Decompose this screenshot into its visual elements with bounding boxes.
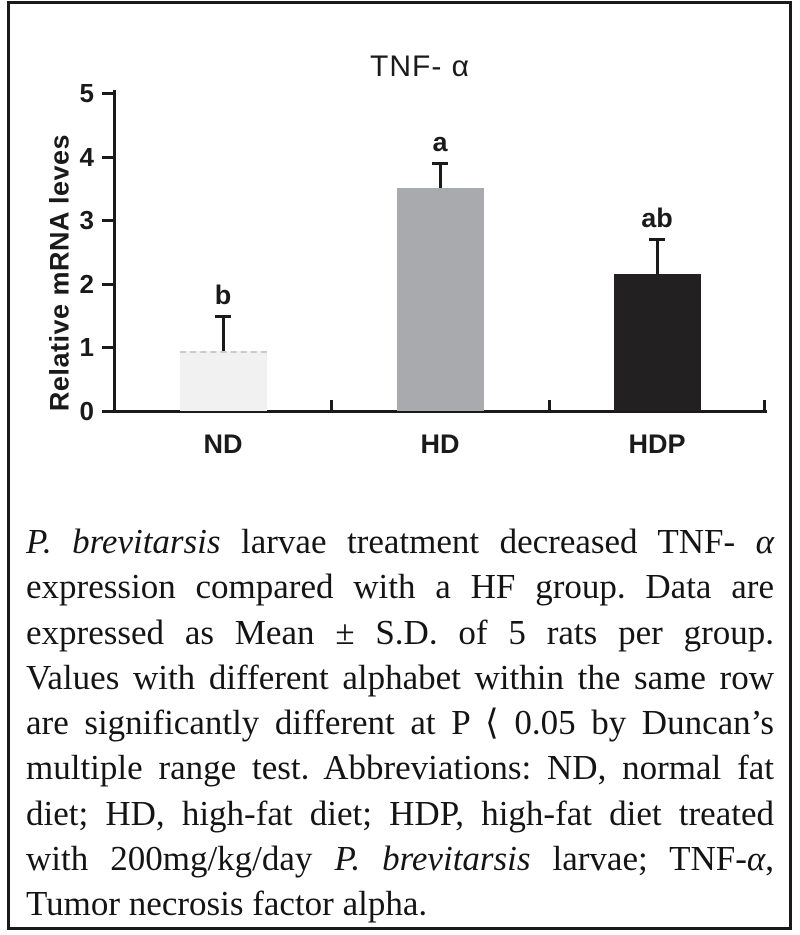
error-bar-cap <box>215 314 231 318</box>
x-category-label: HD <box>420 429 460 459</box>
bar-hd <box>396 188 484 411</box>
caption-line: expression compared with a HF group. Dat… <box>26 564 774 609</box>
caption-line: multiple range test. Abbreviations: ND, … <box>26 745 774 790</box>
y-tick <box>102 282 114 286</box>
error-bar-stem <box>655 239 659 275</box>
y-axis-line <box>113 90 116 413</box>
chart-title: TNF- α <box>370 50 470 83</box>
caption-italic-segment: P. brevitarsis <box>334 839 531 879</box>
error-bar-cap <box>649 238 665 242</box>
x-tick <box>329 400 333 411</box>
x-axis-line <box>113 410 767 413</box>
error-bar-stem <box>438 162 442 189</box>
y-tick-label: 4 <box>79 141 94 172</box>
caption-segment: Values with different alphabet within th… <box>26 657 774 697</box>
caption-line: P. brevitarsis larvae treatment decrease… <box>26 519 774 564</box>
error-bar-cap <box>432 161 448 165</box>
x-category-label: ND <box>203 429 243 459</box>
caption-italic-segment: P. brevitarsis <box>26 522 221 561</box>
caption-segment: larvae treatment decreased TNF- <box>220 522 756 561</box>
caption-segment: diet; HD, high-fat diet; HDP, high-fat d… <box>26 793 774 833</box>
error-bar-stem <box>221 315 225 351</box>
caption-line: Values with different alphabet within th… <box>26 655 774 700</box>
caption-line: diet; HD, high-fat diet; HDP, high-fat d… <box>26 791 774 836</box>
caption-segment: Tumor necrosis factor alpha. <box>26 884 428 924</box>
caption-segment: larvae; TNF- <box>530 839 747 879</box>
y-tick-label: 5 <box>79 78 94 108</box>
x-tick <box>762 400 766 411</box>
y-tick <box>102 346 114 350</box>
caption-line: with 200mg/kg/day P. brevitarsis larvae;… <box>26 836 774 881</box>
caption-line: are significantly different at P ⟨ 0.05 … <box>26 700 774 745</box>
caption-segment: expression compared with a HF group. Dat… <box>26 567 774 607</box>
y-tick <box>102 219 114 223</box>
bar-nd <box>179 350 267 411</box>
caption-segment: with 200mg/kg/day <box>26 839 335 879</box>
caption-segment: expressed as Mean ± S.D. of 5 rats per g… <box>26 612 774 652</box>
caption-segment: , <box>765 839 775 879</box>
caption-italic-segment: α <box>755 522 775 561</box>
y-tick <box>102 155 114 159</box>
sig-letter: ab <box>641 203 673 234</box>
y-tick <box>102 92 114 95</box>
bar-chart: TNF- α Relative mRNA leves 0 1 2 3 4 5 b ND a HD a… <box>45 50 767 459</box>
caption-line: Tumor necrosis factor alpha. <box>26 881 774 926</box>
x-category-label: HDP <box>628 429 686 459</box>
sig-letter: a <box>432 126 448 157</box>
caption-segment: are significantly different at P ⟨ 0.05 … <box>26 703 774 743</box>
bar-hdp <box>613 274 701 411</box>
y-tick <box>102 410 114 413</box>
x-tick <box>547 400 551 411</box>
figure-caption: P. brevitarsis larvae treatment decrease… <box>26 519 774 927</box>
caption-line: expressed as Mean ± S.D. of 5 rats per g… <box>26 610 774 655</box>
sig-letter: b <box>214 279 232 310</box>
y-tick-label: 2 <box>79 268 94 299</box>
y-tick-label: 1 <box>79 332 94 363</box>
caption-segment: multiple range test. Abbreviations: ND, … <box>26 748 774 788</box>
caption-italic-segment: α <box>746 839 766 879</box>
y-tick-label: 3 <box>79 205 94 236</box>
y-tick-label: 0 <box>79 396 94 426</box>
